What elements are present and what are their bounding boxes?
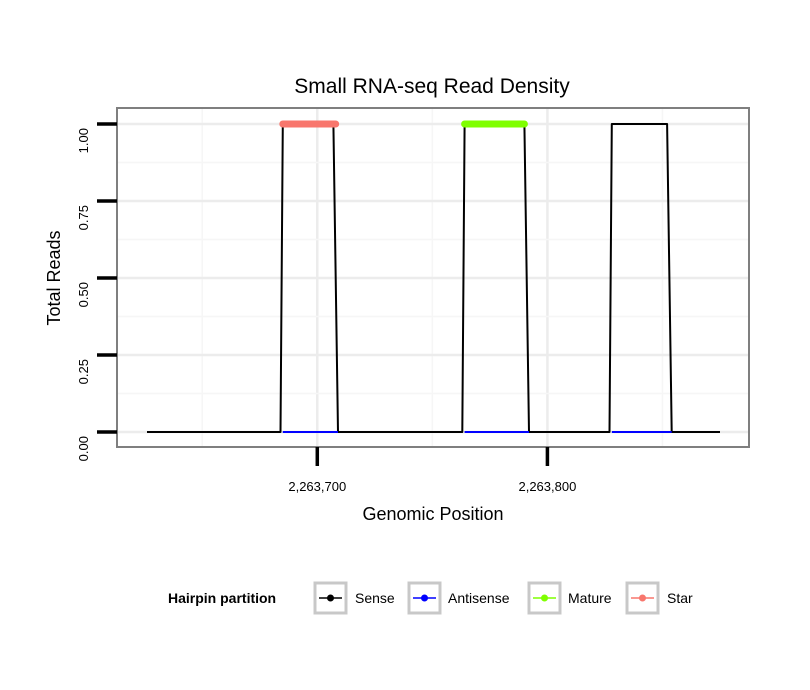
legend-label-sense: Sense [355, 590, 395, 606]
legend-label-star: Star [667, 590, 693, 606]
legend-key-point [541, 594, 548, 602]
x-axis: 2,263,700 2,263,800 [288, 447, 576, 494]
y-tick-label: 1.00 [76, 128, 91, 153]
legend-label-mature: Mature [568, 590, 612, 606]
legend-label-antisense: Antisense [448, 590, 510, 606]
y-tick-label: 0.50 [76, 282, 91, 307]
y-axis-label: Total Reads [44, 230, 64, 325]
y-tick-label: 0.25 [76, 359, 91, 384]
x-tick-label: 2,263,800 [518, 479, 576, 494]
grid-lines [117, 108, 749, 447]
series-lines [147, 120, 720, 433]
y-tick-label: 0.75 [76, 205, 91, 230]
legend-title: Hairpin partition [168, 590, 276, 606]
legend: Hairpin partition Sense Antisense Mature St… [168, 581, 693, 615]
legend-key-point [639, 594, 646, 602]
legend-key-point [421, 594, 428, 602]
x-tick-label: 2,263,700 [288, 479, 346, 494]
y-tick-label: 0.00 [76, 436, 91, 461]
legend-key-point [327, 594, 334, 602]
x-axis-label: Genomic Position [362, 504, 503, 524]
chart-title: Small RNA-seq Read Density [294, 75, 570, 98]
y-axis: 0.00 0.25 0.50 0.75 1.00 [76, 122, 117, 461]
